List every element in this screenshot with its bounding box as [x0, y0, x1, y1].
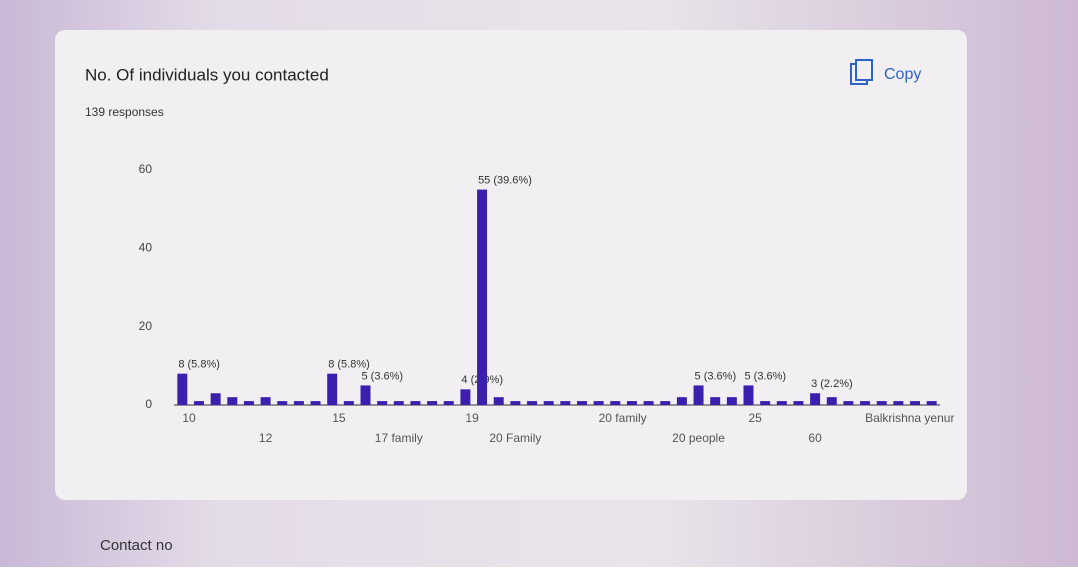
x-tick-label: 60: [808, 431, 822, 445]
y-tick-label: 60: [139, 162, 153, 176]
bar: [294, 401, 304, 405]
value-label: 5 (3.6%): [695, 370, 737, 382]
x-tick-label: 25: [749, 411, 763, 425]
value-label: 5 (3.6%): [745, 370, 787, 382]
bar: [410, 401, 420, 405]
screen: No. Of individuals you contacted 139 res…: [0, 0, 1078, 567]
x-tick-label: 20 family: [599, 411, 647, 425]
bar: [777, 401, 787, 405]
bar: [444, 401, 454, 405]
bar: [744, 385, 754, 405]
bar: [927, 401, 937, 405]
bar: [311, 401, 321, 405]
bar: [194, 401, 204, 405]
bar: [860, 401, 870, 405]
bar: [227, 397, 237, 405]
bar: [377, 401, 387, 405]
card: [55, 30, 967, 500]
bar: [244, 401, 254, 405]
bar: [893, 401, 903, 405]
bar: [261, 397, 271, 405]
value-label: 8 (5.8%): [328, 359, 370, 371]
x-tick-label: 20 people: [672, 431, 725, 445]
bar: [327, 374, 337, 405]
y-tick-label: 0: [145, 397, 152, 411]
bar: [527, 401, 537, 405]
x-tick-label: 10: [182, 411, 196, 425]
value-label: 5 (3.6%): [362, 370, 404, 382]
bar: [843, 401, 853, 405]
bar: [544, 401, 554, 405]
bar: [394, 401, 404, 405]
bar: [660, 401, 670, 405]
bar: [910, 401, 920, 405]
value-label: 3 (2.2%): [811, 378, 853, 390]
chart: No. Of individuals you contacted 139 res…: [0, 0, 1078, 567]
copy-label: Copy: [884, 66, 921, 83]
bar: [694, 385, 704, 405]
bar: [577, 401, 587, 405]
bar: [510, 401, 520, 405]
x-tick-label: 17 family: [375, 431, 423, 445]
bar: [177, 374, 187, 405]
bar: [760, 401, 770, 405]
bar: [344, 401, 354, 405]
bar: [610, 401, 620, 405]
bar: [827, 397, 837, 405]
copy-icon: [856, 60, 872, 80]
x-tick-label: 20 Family: [489, 431, 541, 445]
x-tick-label: 19: [465, 411, 479, 425]
bar: [460, 389, 470, 405]
bar: [677, 397, 687, 405]
bar: [877, 401, 887, 405]
bar: [477, 190, 487, 405]
x-tick-label: Balkrishna yenur: [865, 411, 954, 425]
bar: [494, 397, 504, 405]
bar: [644, 401, 654, 405]
y-tick-label: 40: [139, 241, 153, 255]
bar: [361, 385, 371, 405]
bar: [211, 393, 221, 405]
chart-title: No. Of individuals you contacted: [85, 65, 329, 84]
value-label: 8 (5.8%): [178, 359, 220, 371]
response-count: 139 responses: [85, 105, 164, 119]
bar: [277, 401, 287, 405]
bar: [727, 397, 737, 405]
bar: [560, 401, 570, 405]
bar: [427, 401, 437, 405]
x-tick-label: 12: [259, 431, 273, 445]
next-question: Contact no: [100, 537, 173, 554]
bar: [627, 401, 637, 405]
bar: [810, 393, 820, 405]
bar: [710, 397, 720, 405]
value-label: 55 (39.6%): [478, 174, 532, 186]
bar: [793, 401, 803, 405]
y-tick-label: 20: [139, 319, 153, 333]
x-tick-label: 15: [332, 411, 346, 425]
bar: [594, 401, 604, 405]
